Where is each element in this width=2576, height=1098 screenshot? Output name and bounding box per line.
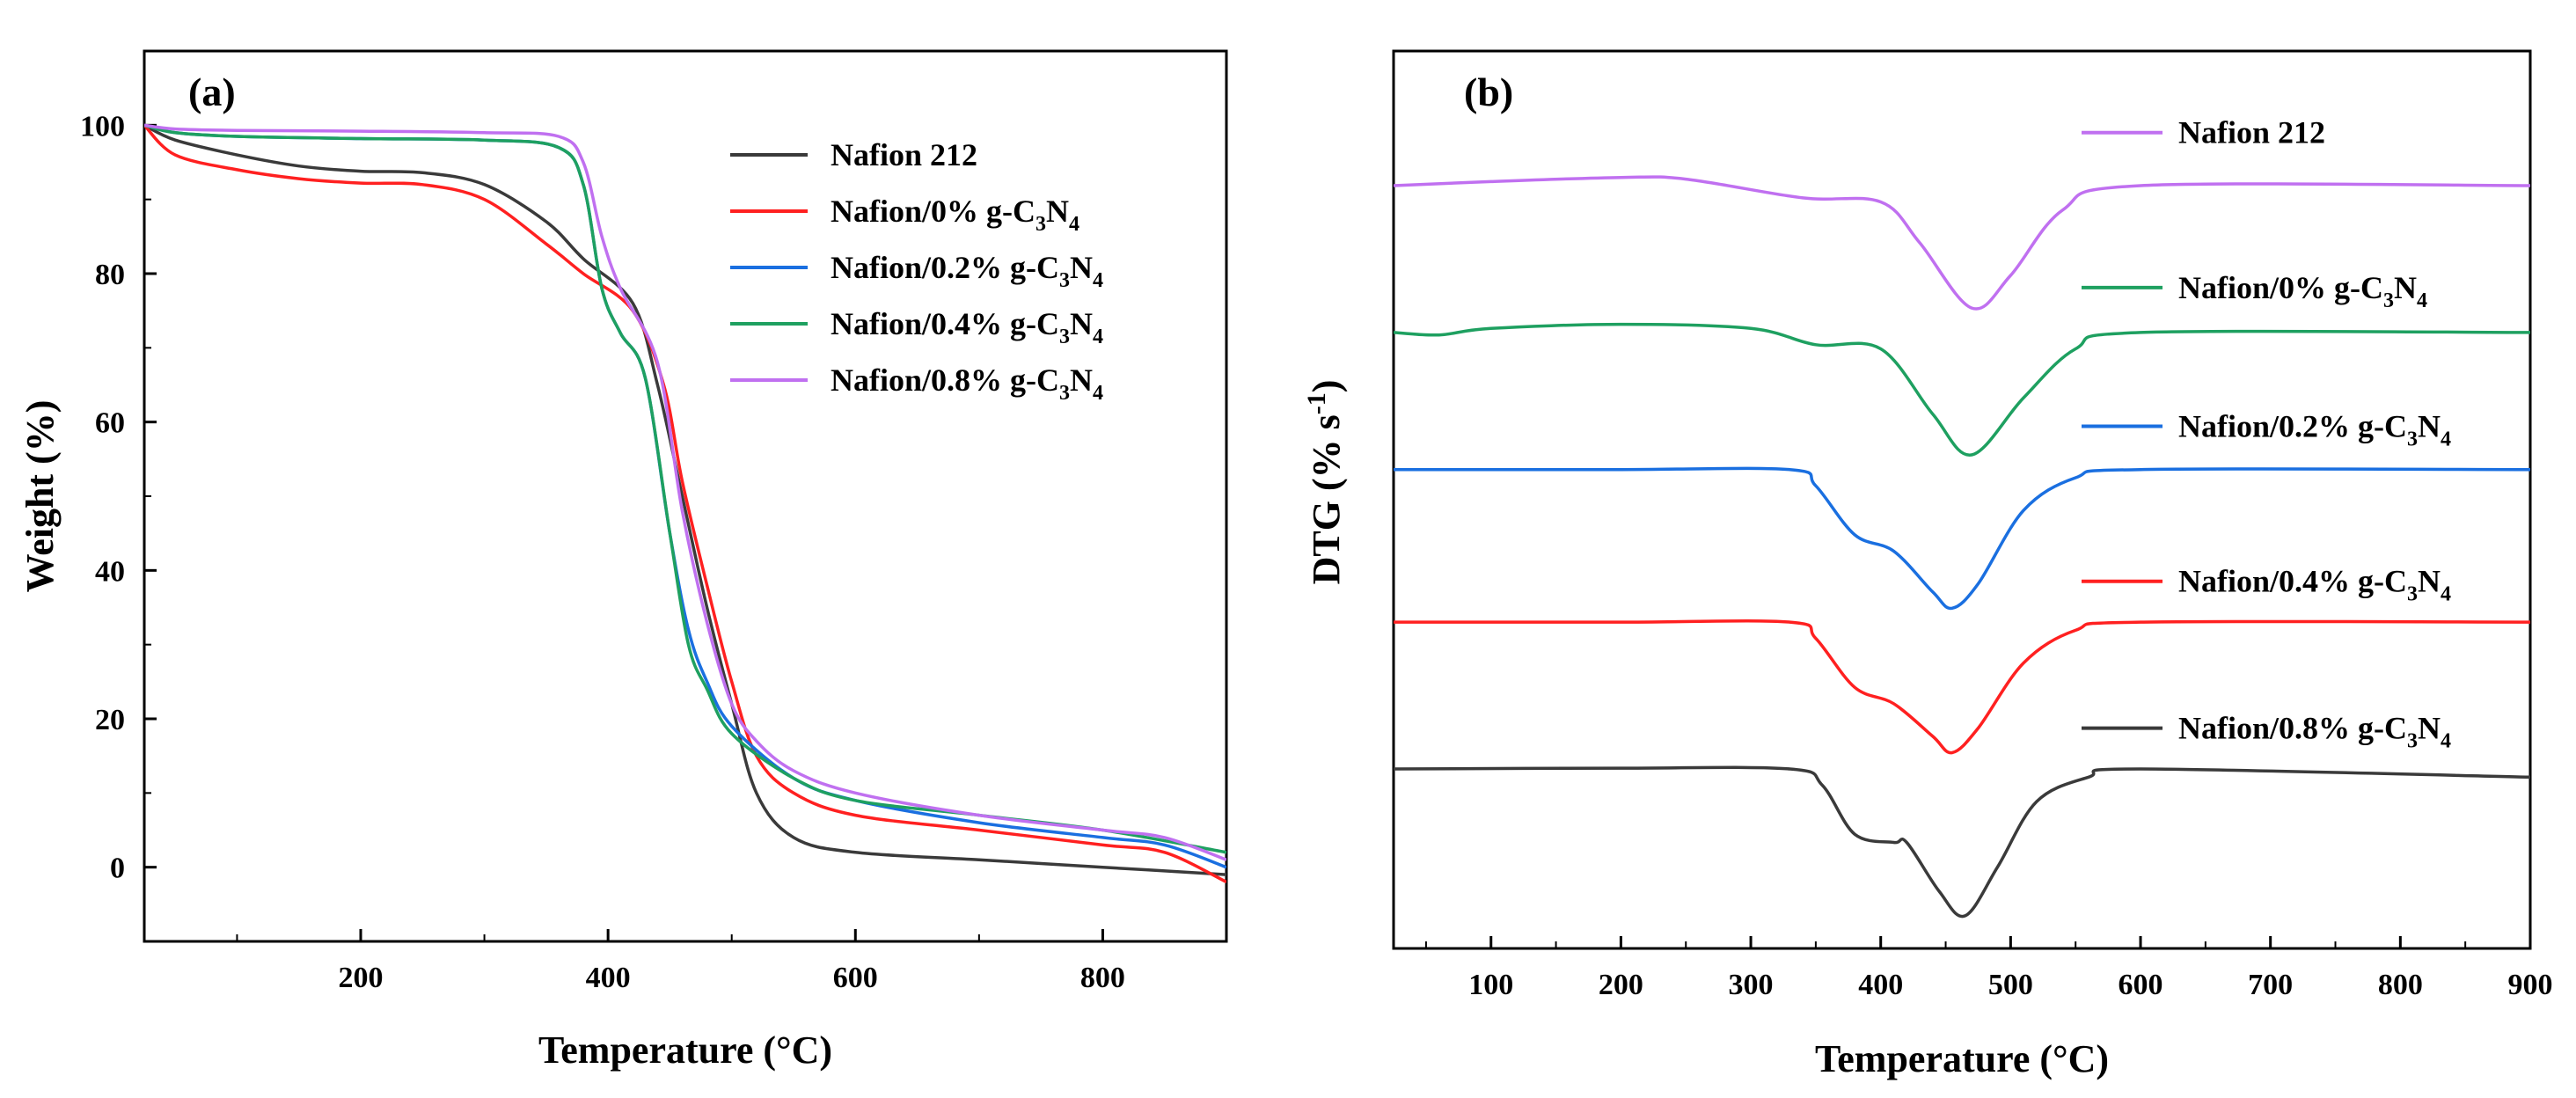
- series-line-a-0: [144, 123, 1226, 876]
- legend-label-a-2: Nafion/0.2% g-C3N4: [831, 250, 1103, 292]
- series-line-b-0: [1394, 175, 2530, 311]
- series-lines-a: [144, 123, 1226, 884]
- panel-label-b: (b): [1464, 70, 1513, 114]
- legend-label-b-0: Nafion 212: [2178, 115, 2325, 150]
- legend-label-a-1: Nafion/0% g-C3N4: [831, 194, 1079, 236]
- y-tick-label-a: 60: [95, 407, 125, 440]
- panel-a: 200 400 600 800 0 20 40 60 80 100 Temperature (°C)…: [18, 49, 1228, 1072]
- x-tick-label-b: 300: [1729, 969, 1774, 1001]
- series-line-a-4: [144, 123, 1226, 861]
- legend-label-b-4: Nafion/0.8% g-C3N4: [2178, 711, 2451, 753]
- y-tick-label-a: 80: [95, 259, 125, 291]
- x-axis-title-b: Temperature (°C): [1815, 1037, 2109, 1080]
- y-tick-label-a: 40: [95, 555, 125, 588]
- panel-label-a: (a): [188, 70, 236, 114]
- series-line-b-4: [1394, 765, 2530, 919]
- series-line-b-1: [1394, 322, 2530, 457]
- x-tick-label-b: 200: [1599, 969, 1643, 1001]
- series-line-b-3: [1394, 619, 2530, 755]
- x-tick-label-b: 900: [2508, 969, 2553, 1001]
- series-lines-b: [1394, 175, 2530, 919]
- series-line-a-1: [144, 124, 1226, 884]
- x-tick-label-b: 400: [1858, 969, 1903, 1001]
- panel-b: 100 200 300 400 500 600 700 800 900 Temperature (…: [1302, 49, 2553, 1080]
- legend-label-b-3: Nafion/0.4% g-C3N4: [2178, 564, 2451, 606]
- x-tick-label-b: 100: [1468, 969, 1513, 1001]
- x-tick-label-a: 600: [833, 962, 878, 994]
- x-tick-label-b: 800: [2378, 969, 2423, 1001]
- legend-label-b-1: Nafion/0% g-C3N4: [2178, 270, 2427, 312]
- y-axis-title-a: Weight (%): [18, 400, 62, 593]
- x-tick-label-b: 700: [2248, 969, 2293, 1001]
- legend-label-a-4: Nafion/0.8% g-C3N4: [831, 362, 1103, 405]
- x-tick-label-b: 500: [1988, 969, 2033, 1001]
- series-line-b-2: [1394, 466, 2530, 611]
- y-tick-label-a: 20: [95, 704, 125, 736]
- y-axis-title-b: DTG (% s-1): [1302, 380, 1348, 585]
- series-line-a-3: [144, 123, 1226, 854]
- x-tick-label-a: 200: [339, 962, 384, 994]
- x-tick-label-a: 800: [1080, 962, 1125, 994]
- y-tick-label-a: 0: [110, 853, 125, 885]
- legend-label-a-0: Nafion 212: [831, 137, 977, 172]
- plot-frame-b: [1392, 49, 2532, 950]
- y-tick-label-a: 100: [80, 110, 125, 143]
- legend-label-b-2: Nafion/0.2% g-C3N4: [2178, 409, 2451, 451]
- x-tick-label-b: 600: [2119, 969, 2163, 1001]
- legend-label-a-3: Nafion/0.4% g-C3N4: [831, 306, 1103, 348]
- x-tick-label-a: 400: [586, 962, 631, 994]
- x-axis-title-a: Temperature (°C): [538, 1028, 832, 1072]
